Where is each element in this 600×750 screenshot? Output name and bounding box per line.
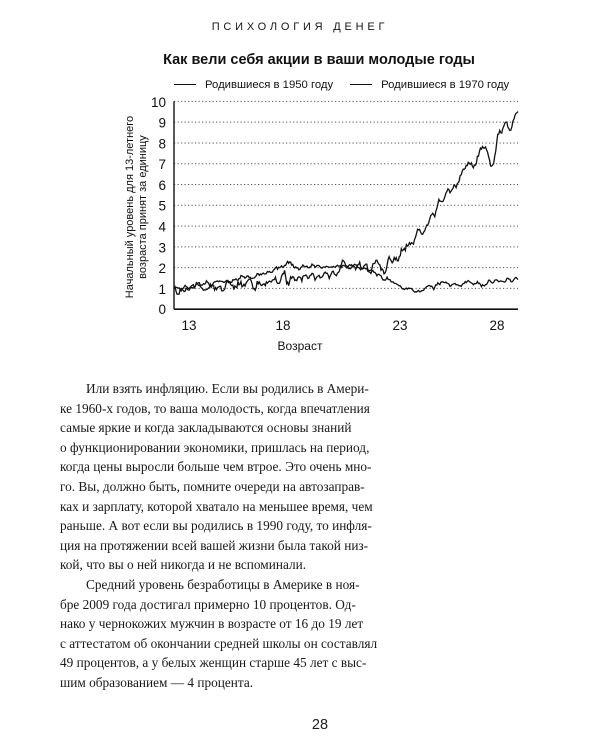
svg-text:8: 8 bbox=[158, 136, 166, 151]
svg-text:28: 28 bbox=[489, 318, 504, 333]
svg-text:7: 7 bbox=[158, 157, 166, 172]
svg-text:9: 9 bbox=[158, 116, 166, 131]
svg-text:2: 2 bbox=[158, 261, 166, 276]
svg-text:6: 6 bbox=[158, 178, 166, 193]
svg-text:10: 10 bbox=[151, 95, 166, 110]
svg-text:13: 13 bbox=[181, 318, 196, 333]
svg-text:5: 5 bbox=[158, 199, 166, 214]
svg-text:23: 23 bbox=[392, 318, 407, 333]
svg-text:1: 1 bbox=[158, 282, 166, 297]
svg-text:0: 0 bbox=[158, 302, 166, 317]
svg-text:4: 4 bbox=[158, 220, 166, 235]
svg-text:3: 3 bbox=[158, 240, 166, 255]
svg-text:18: 18 bbox=[275, 318, 290, 333]
